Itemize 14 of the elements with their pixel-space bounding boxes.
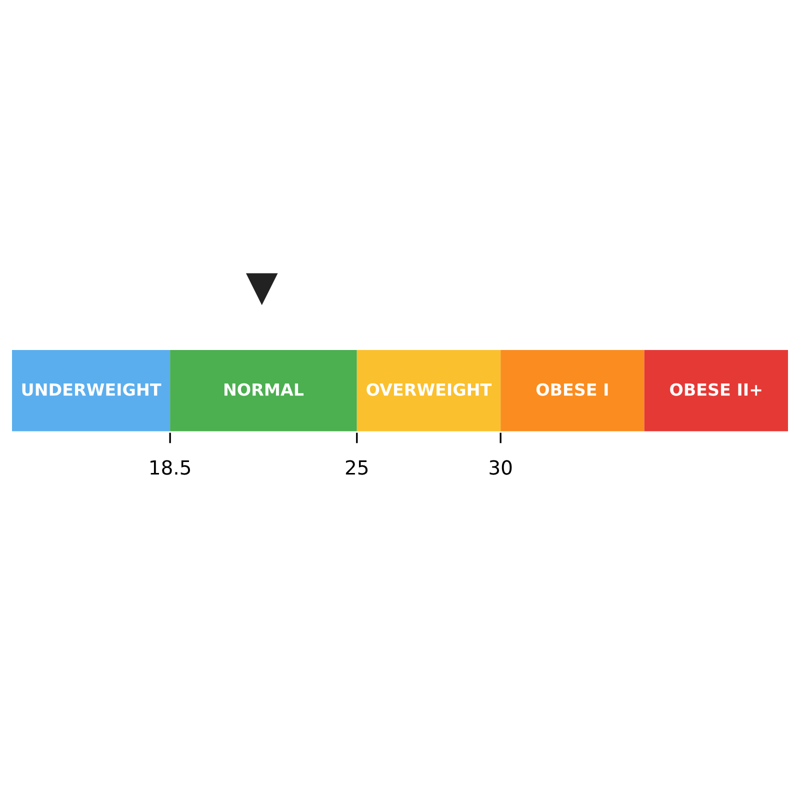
series-label: NORMAL xyxy=(224,383,304,396)
bar xyxy=(356,350,501,432)
bar xyxy=(500,350,644,432)
bar xyxy=(12,350,170,432)
bar xyxy=(644,350,788,432)
series-label: OVERWEIGHT xyxy=(366,383,492,396)
series-label: OBESE II+ xyxy=(670,383,762,396)
bar xyxy=(170,350,357,432)
x-tick-label: 30 xyxy=(490,460,512,475)
x-tick-label: 18.5 xyxy=(150,460,190,475)
series-label: OBESE I xyxy=(536,383,608,396)
annotation: ▼ xyxy=(246,273,278,306)
x-tick-label: 25 xyxy=(346,460,368,475)
series-label: UNDERWEIGHT xyxy=(22,383,162,396)
